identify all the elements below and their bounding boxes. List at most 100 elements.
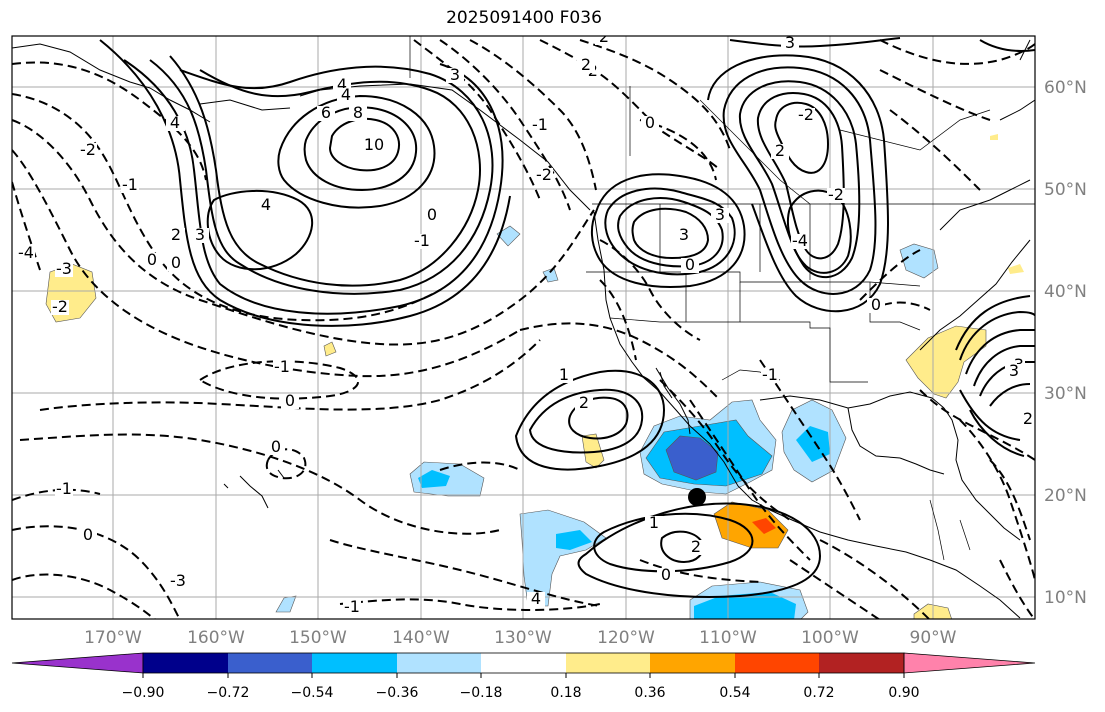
graticule: [12, 36, 1035, 619]
colorbar-segment: [481, 653, 566, 673]
contour-label: 0: [685, 255, 695, 274]
contour-label-bg: [771, 144, 789, 159]
colorbar-tick-label: −0.18: [460, 685, 503, 701]
colorbar-tick-label: −0.36: [376, 685, 419, 701]
contour-label-bg: [166, 116, 184, 131]
shade-yellow-small: [323, 341, 337, 357]
shade-blue-h: [694, 592, 796, 619]
shade-yellow-m: [1008, 264, 1024, 274]
contour-label-bg: [827, 188, 845, 203]
colorbar-segment: [735, 653, 819, 673]
contour-label-bg: [17, 246, 35, 261]
contour-label: 10: [364, 135, 384, 154]
contour-label-bg: [1019, 412, 1035, 427]
contour-label-bg: [167, 256, 185, 271]
shade-blue-f: [796, 426, 830, 462]
latitude-label: 40°N: [1044, 282, 1087, 302]
contour-label-bg: [446, 68, 464, 83]
contour-label: -2: [52, 297, 68, 316]
longitude-label: 140°W: [392, 628, 450, 648]
latitude-label: 60°N: [1044, 78, 1087, 98]
contour-label: 2: [581, 55, 591, 74]
shade-lightblue-e: [275, 595, 297, 613]
contour-label: 0: [285, 391, 295, 410]
contour-label-bg: [79, 528, 97, 543]
contour-label-bg: [867, 298, 885, 313]
colorbar: −0.90 −0.72 −0.54 −0.36 −0.18 0.18 0.36 0.54 0.7…: [11, 652, 1036, 701]
map-title: 2025091400 F036: [446, 8, 602, 28]
contour-label: -1: [762, 365, 778, 384]
contour-label: -4: [792, 231, 808, 250]
coastlines: [12, 39, 1035, 619]
colorbar-tick-label: 0.18: [550, 685, 581, 701]
contour-label-bg: [167, 228, 185, 243]
shade-lightblue-i: [899, 243, 939, 279]
contour-label: -3: [170, 571, 186, 590]
contour-label: 0: [661, 565, 671, 584]
contour-label-bg: [191, 228, 209, 243]
contour-label-bg: [121, 178, 139, 193]
latitude-label: 50°N: [1044, 180, 1087, 200]
contour-label-bg: [555, 368, 573, 383]
contour-label-bg: [413, 234, 431, 249]
contour-label: -1: [274, 357, 290, 376]
contour-label-bg: [143, 253, 161, 268]
longitude-label: 170°W: [84, 628, 142, 648]
contour-label: 2: [691, 537, 701, 556]
shading-layer: [45, 134, 1024, 619]
contour-label: 4: [337, 75, 347, 94]
point-marker: [688, 488, 706, 506]
contour-label: 4: [261, 195, 271, 214]
contour-label-bg: [169, 574, 187, 589]
colorbar-extend-high: [903, 652, 1036, 674]
colorbar-segment: [819, 653, 904, 673]
positive-contours: [99, 37, 1035, 599]
colorbar-extend-low: [11, 652, 144, 674]
contour-label-bg: [535, 168, 553, 183]
contour-label: 0: [645, 113, 655, 132]
contour-label-bg: [79, 143, 97, 158]
shade-red: [752, 518, 776, 534]
contour-label-bg: [55, 262, 73, 277]
contour-label: 0: [427, 205, 437, 224]
colorbar-tick-label: −0.54: [291, 685, 334, 701]
longitude-label: 150°W: [289, 628, 347, 648]
shade-lightblue-a: [496, 225, 521, 247]
contour-label: 3: [785, 33, 795, 52]
contour-label: 6: [321, 103, 331, 122]
contour-label-bg: [711, 208, 729, 223]
contour-label: 3: [450, 65, 460, 84]
contour-label-bg: [641, 116, 659, 131]
contour-label: -2: [536, 165, 552, 184]
contour-label-bg: [575, 396, 593, 411]
longitude-label: 120°W: [597, 628, 655, 648]
contour-label: 1: [649, 513, 659, 532]
contour-label: -1: [122, 175, 138, 194]
contour-label-bg: [257, 198, 275, 213]
latitude-label: 20°N: [1044, 486, 1087, 506]
colorbar-tick-label: 0.54: [719, 685, 750, 701]
contour-label: 0: [147, 250, 157, 269]
contour-label-bg: [681, 258, 699, 273]
contour-label: -4: [18, 243, 34, 262]
contour-label-bg: [791, 234, 809, 249]
contour-label: 4: [531, 589, 541, 608]
colorbar-segment: [566, 653, 650, 673]
contour-label: 3: [1009, 361, 1019, 380]
contour-label: -2: [828, 185, 844, 204]
contour-label: -2: [798, 105, 814, 124]
contour-label-bg: [343, 600, 361, 615]
shade-yellow-g: [581, 433, 605, 469]
longitude-label: 90°W: [910, 628, 957, 648]
contour-label-bg: [1005, 364, 1023, 379]
contour-label-bg: [577, 58, 595, 73]
colorbar-tick-label: −0.90: [122, 685, 165, 701]
contour-label-bg: [55, 482, 73, 497]
contour-label-bg: [51, 300, 69, 315]
contour-label-bg: [675, 228, 693, 243]
contour-label-bg: [281, 394, 299, 409]
contour-label: 3: [679, 225, 689, 244]
colorbar-tick-label: 0.72: [803, 685, 834, 701]
colorbar-segment: [312, 653, 397, 673]
